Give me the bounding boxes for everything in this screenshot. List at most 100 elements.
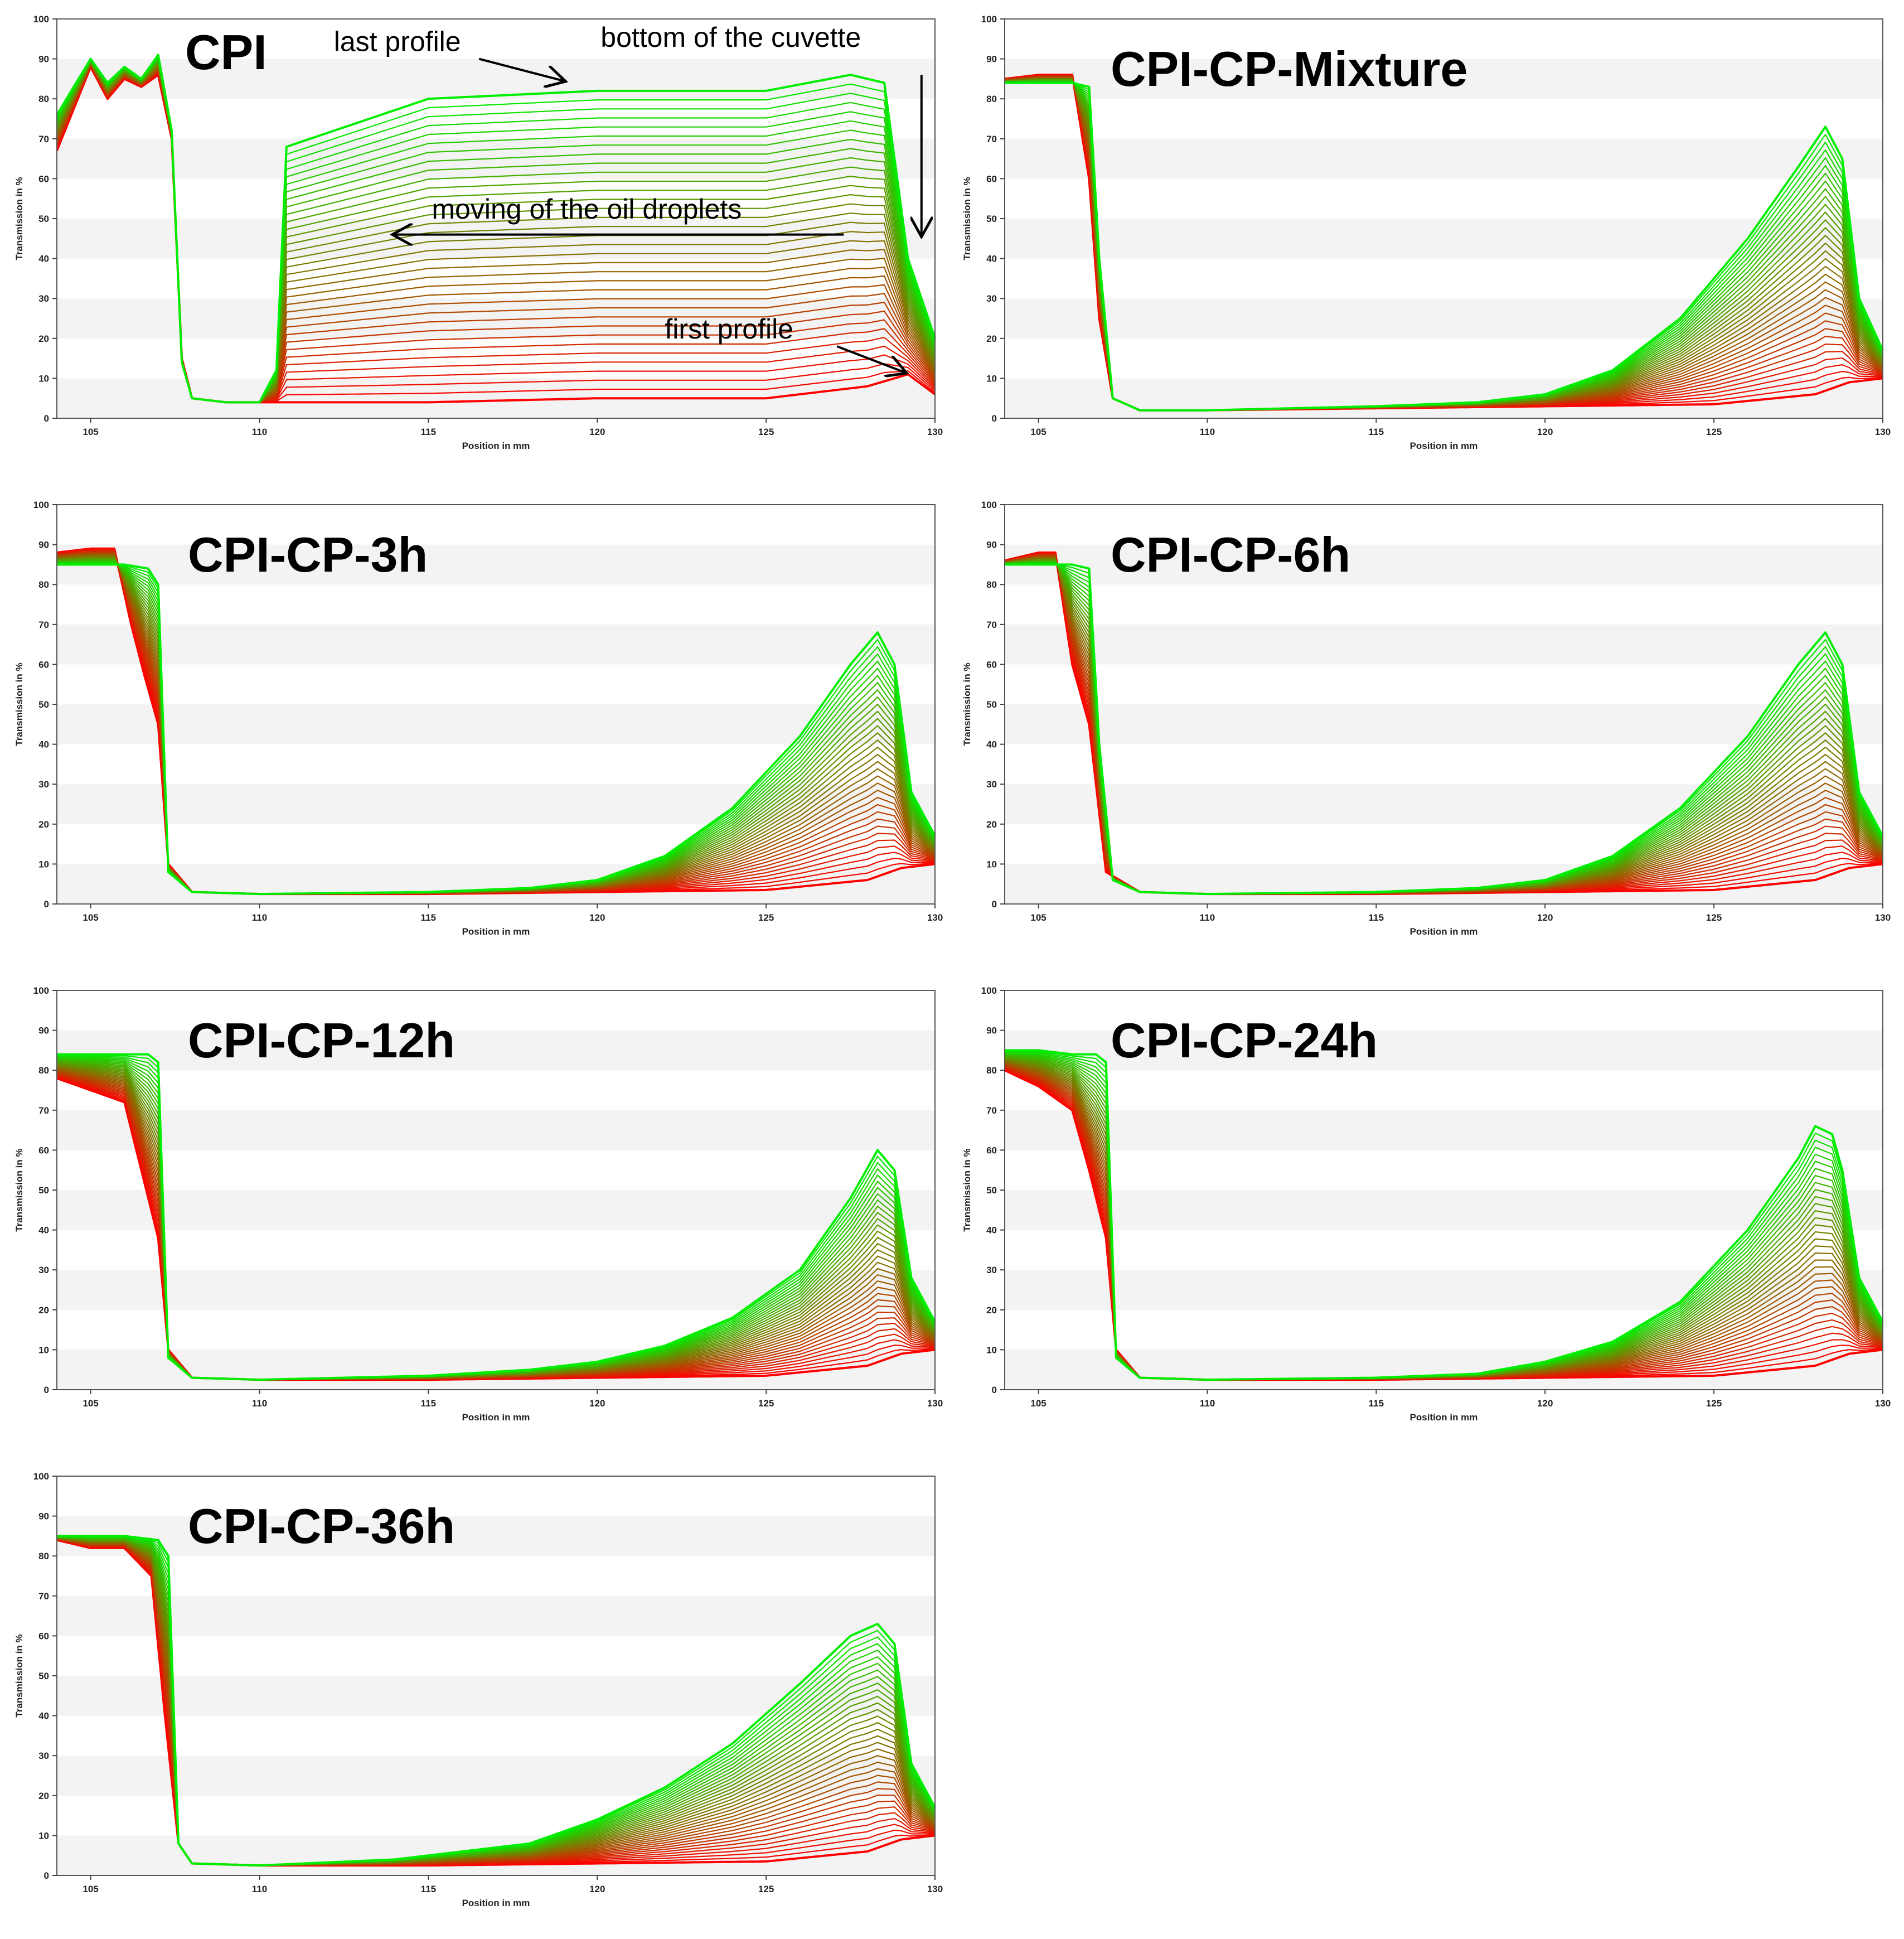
- grid-band: [57, 59, 935, 99]
- x-tick-label: 120: [589, 1398, 605, 1409]
- y-tick-label: 10: [38, 373, 49, 384]
- x-tick-label: 125: [758, 1884, 774, 1894]
- y-axis: 0 10 20 30 40 50 60 70 80 90 100: [33, 14, 57, 424]
- grid-band: [57, 624, 935, 665]
- y-axis-label: Transmission in %: [962, 1148, 972, 1231]
- series-line-last-profile: [56, 54, 936, 404]
- y-tick-label: 50: [38, 699, 49, 710]
- y-tick-label: 30: [38, 293, 49, 304]
- x-axis-label: Position in mm: [462, 1898, 530, 1908]
- plot-background: [1005, 990, 1883, 1390]
- x-axis-label: Position in mm: [462, 1412, 530, 1423]
- y-tick-label: 20: [986, 333, 997, 344]
- x-tick-label: 130: [1875, 912, 1891, 923]
- x-tick-label: 130: [1875, 1398, 1891, 1409]
- chart-cpi-cp-12h: 0 10 20 30 40 50 60 70 80 90 100 105 110 115 120 125 130…: [14, 985, 943, 1423]
- y-tick-label: 10: [986, 373, 997, 384]
- y-tick-label: 50: [38, 1185, 49, 1196]
- y-tick-label: 40: [38, 1225, 49, 1236]
- chart-cpi-cp-mixture: 0 10 20 30 40 50 60 70 80 90 100 105 110 115 120 125 130…: [962, 14, 1891, 451]
- y-tick-label: 100: [33, 985, 49, 996]
- x-tick-label: 105: [83, 1884, 98, 1894]
- y-tick-label: 40: [986, 254, 997, 264]
- x-axis-label: Position in mm: [1410, 926, 1478, 937]
- x-tick-label: 130: [927, 912, 943, 923]
- y-tick-label: 80: [38, 579, 49, 590]
- profile-curves: [1004, 1049, 1884, 1381]
- y-tick-label: 10: [38, 859, 49, 869]
- y-tick-label: 60: [986, 1145, 997, 1155]
- y-tick-label: 0: [44, 1385, 49, 1395]
- x-tick-label: 110: [1200, 912, 1215, 923]
- grid-band: [1005, 1030, 1883, 1071]
- x-axis-label: Position in mm: [462, 441, 530, 451]
- grid-band: [1005, 59, 1883, 99]
- y-axis-label: Transmission in %: [962, 663, 972, 746]
- y-axis: 0 10 20 30 40 50 60 70 80 90 100: [33, 1471, 57, 1881]
- y-axis: 0 10 20 30 40 50 60 70 80 90 100: [33, 985, 57, 1395]
- plot-background: [1005, 19, 1883, 418]
- grid-band: [1005, 1190, 1883, 1230]
- y-tick-label: 10: [38, 1345, 49, 1355]
- grid-band: [57, 378, 935, 418]
- y-axis: 0 10 20 30 40 50 60 70 80 90 100: [33, 500, 57, 910]
- series-line-last-profile: [1005, 81, 1884, 412]
- y-tick-label: 10: [38, 1830, 49, 1841]
- y-tick-label: 80: [38, 94, 49, 104]
- y-tick-label: 100: [981, 14, 997, 25]
- x-tick-label: 105: [83, 1398, 98, 1409]
- grid-band: [57, 704, 935, 744]
- y-tick-label: 70: [986, 1105, 997, 1116]
- x-tick-label: 110: [252, 1884, 267, 1894]
- y-tick-label: 60: [38, 659, 49, 670]
- y-tick-label: 0: [44, 899, 49, 910]
- x-axis-label: Position in mm: [1410, 1412, 1478, 1423]
- y-tick-label: 0: [992, 899, 997, 910]
- x-tick-label: 130: [927, 1398, 943, 1409]
- y-tick-label: 50: [986, 1185, 997, 1196]
- x-tick-label: 120: [589, 912, 605, 923]
- y-tick-label: 70: [38, 134, 49, 144]
- profile-curves: [56, 547, 936, 896]
- y-tick-label: 60: [38, 1631, 49, 1641]
- y-tick-label: 40: [986, 1225, 997, 1236]
- grid-band: [57, 544, 935, 585]
- chart-title: CPI-CP-12h: [188, 1013, 455, 1068]
- x-tick-label: 120: [589, 427, 605, 437]
- y-tick-label: 10: [986, 859, 997, 869]
- y-tick-label: 100: [981, 500, 997, 510]
- x-tick-label: 115: [1369, 912, 1384, 923]
- grid-band: [57, 1595, 935, 1636]
- y-tick-label: 60: [38, 1145, 49, 1155]
- y-axis: 0 10 20 30 40 50 60 70 80 90 100: [981, 14, 1005, 424]
- annotation-arrow: [836, 345, 904, 373]
- profile-curves: [56, 1053, 936, 1381]
- x-axis: 105 110 115 120 125 130: [83, 904, 943, 923]
- annotations: last profile bottom of the cuvette moving …: [334, 22, 922, 373]
- profile-curves: [56, 54, 936, 404]
- y-tick-label: 90: [986, 54, 997, 65]
- y-tick-label: 90: [38, 1026, 49, 1036]
- grid-band: [57, 298, 935, 339]
- y-tick-label: 30: [38, 1751, 49, 1761]
- chart-title: CPI-CP-24h: [1111, 1013, 1378, 1068]
- x-tick-label: 125: [1706, 1398, 1722, 1409]
- y-tick-label: 20: [38, 1305, 49, 1316]
- x-tick-label: 125: [1706, 912, 1722, 923]
- annotation-last-profile: last profile: [334, 26, 461, 57]
- chart-title: CPI-CP-Mixture: [1111, 41, 1468, 96]
- y-tick-label: 80: [38, 1551, 49, 1561]
- x-axis: 105 110 115 120 125 130: [83, 1875, 943, 1894]
- profile-curves: [1004, 551, 1884, 896]
- x-axis-label: Position in mm: [462, 926, 530, 937]
- y-tick-label: 70: [986, 134, 997, 144]
- chart-cpi-cp-6h: 0 10 20 30 40 50 60 70 80 90 100 105 110 115 120 125 130…: [962, 500, 1891, 937]
- x-tick-label: 115: [421, 427, 436, 437]
- y-tick-label: 20: [38, 333, 49, 344]
- y-tick-label: 70: [38, 1105, 49, 1116]
- chart-cpi-cp-3h: 0 10 20 30 40 50 60 70 80 90 100 105 110 115 120 125 130…: [14, 500, 943, 937]
- y-tick-label: 60: [986, 173, 997, 184]
- y-tick-label: 0: [992, 1385, 997, 1395]
- x-axis-label: Position in mm: [1410, 441, 1478, 451]
- y-tick-label: 60: [38, 173, 49, 184]
